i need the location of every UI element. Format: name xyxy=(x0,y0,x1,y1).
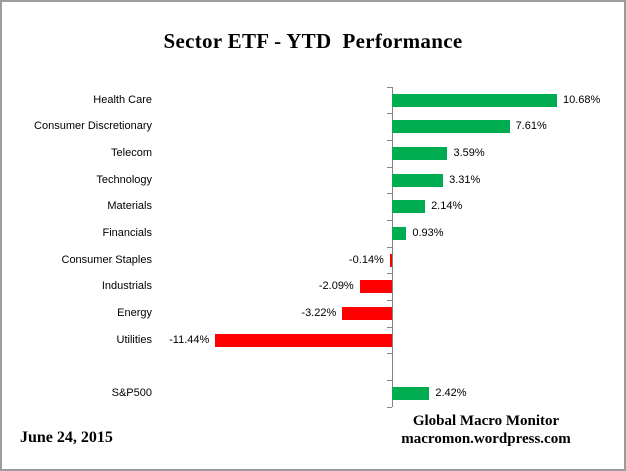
category-label: Telecom xyxy=(111,146,152,159)
value-label: -0.14% xyxy=(348,253,384,266)
axis-tick xyxy=(387,273,392,275)
value-label: 3.59% xyxy=(453,146,485,159)
value-label: -2.09% xyxy=(318,280,354,293)
positive-bar xyxy=(392,226,407,240)
value-label: -11.44% xyxy=(169,333,210,346)
value-label: 2.14% xyxy=(431,200,463,213)
axis-tick xyxy=(387,193,392,195)
category-label: Consumer Staples xyxy=(61,253,153,266)
axis-tick xyxy=(387,246,392,248)
axis-tick xyxy=(387,353,392,355)
source-attribution: Global Macro Monitor macromon.wordpress.… xyxy=(370,412,602,448)
date-label: June 24, 2015 xyxy=(20,429,113,446)
positive-bar xyxy=(392,386,430,400)
value-axis xyxy=(392,86,393,407)
category-label: Materials xyxy=(107,200,152,213)
positive-bar xyxy=(392,146,448,160)
value-label: 3.31% xyxy=(449,173,481,186)
negative-bar xyxy=(389,253,392,267)
positive-bar xyxy=(392,200,426,214)
category-label: Utilities xyxy=(116,333,152,346)
value-label: 7.61% xyxy=(515,120,547,133)
axis-tick xyxy=(387,326,392,328)
category-label: Energy xyxy=(117,306,152,319)
category-label: Financials xyxy=(102,226,152,239)
negative-bar xyxy=(215,333,392,347)
category-label: Industrials xyxy=(101,280,152,293)
axis-tick xyxy=(387,406,392,408)
axis-tick xyxy=(387,140,392,142)
negative-bar xyxy=(359,280,392,294)
positive-bar xyxy=(392,120,510,134)
value-label: 10.68% xyxy=(563,93,601,106)
axis-tick xyxy=(387,113,392,115)
category-label: Technology xyxy=(96,173,152,186)
value-label: 0.93% xyxy=(412,226,444,239)
positive-bar xyxy=(392,93,557,107)
value-label: 2.42% xyxy=(435,386,467,399)
negative-bar xyxy=(342,306,392,320)
category-label: S&P500 xyxy=(111,386,152,399)
value-label: -3.22% xyxy=(301,306,337,319)
chart-title: Sector ETF - YTD Performance xyxy=(163,29,463,53)
axis-tick xyxy=(387,86,392,88)
axis-tick xyxy=(387,380,392,382)
category-label: Health Care xyxy=(93,93,152,106)
source-url: macromon.wordpress.com xyxy=(401,431,571,447)
category-label: Consumer Discretionary xyxy=(34,120,152,133)
axis-tick xyxy=(387,300,392,302)
axis-tick xyxy=(387,220,392,222)
axis-tick xyxy=(387,166,392,168)
source-name: Global Macro Monitor xyxy=(412,413,560,429)
positive-bar xyxy=(392,173,444,187)
